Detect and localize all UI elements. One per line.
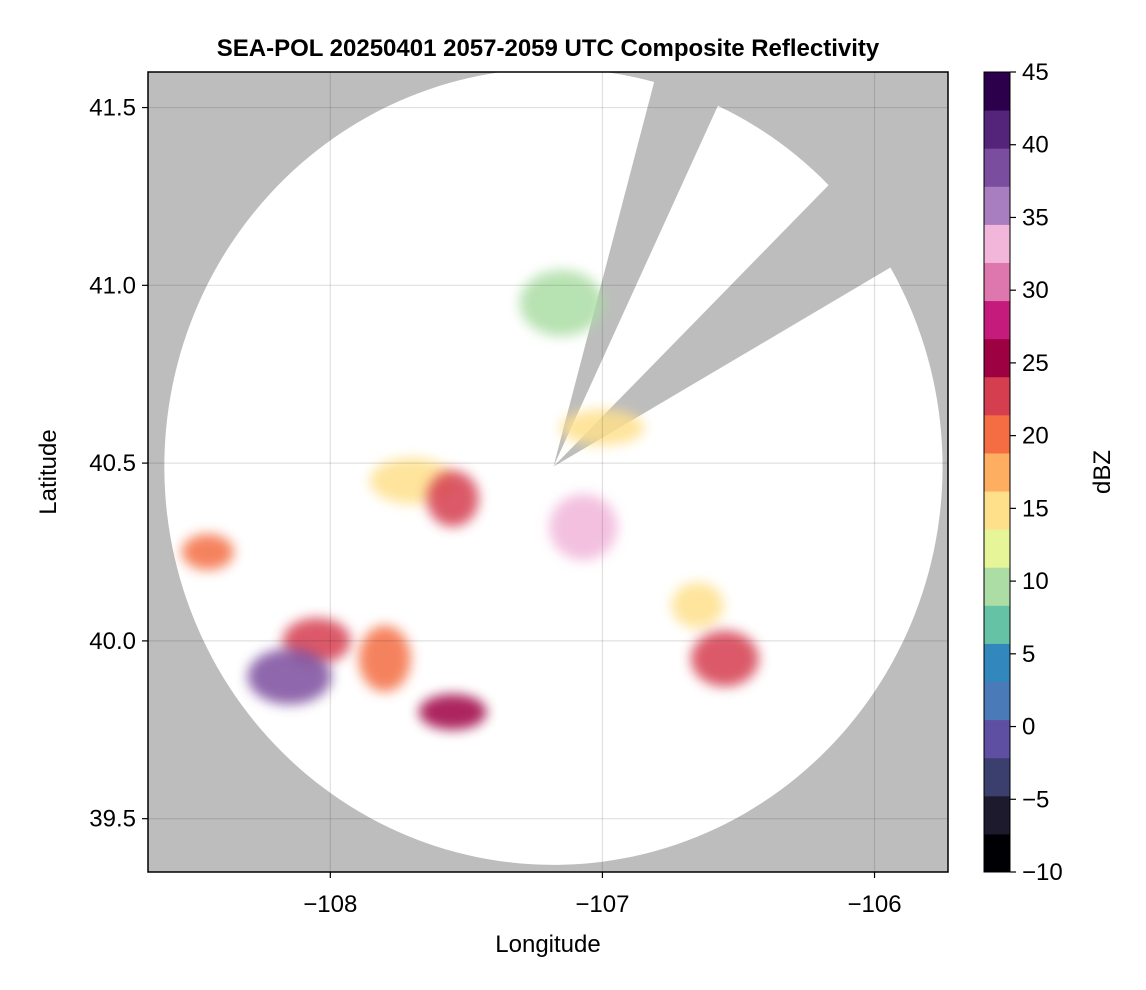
colorbar-tick-label: 35	[1022, 204, 1049, 231]
plot-area: −108 −107 −106 39.5 40.0 40.5 41.0 41.5	[89, 71, 949, 918]
chart-title: SEA-POL 20250401 2057-2059 UTC Composite…	[217, 35, 880, 62]
y-tick-label: 40.5	[89, 450, 136, 477]
colorbar-tick-label: 40	[1022, 132, 1049, 159]
colorbar-band	[984, 338, 1010, 378]
colorbar-band	[984, 110, 1010, 149]
colorbar-tick-label: 10	[1022, 568, 1049, 595]
grid-lines	[148, 72, 948, 872]
colorbar-band	[984, 186, 1010, 225]
colorbar-tick-label: 0	[1022, 714, 1035, 741]
y-axis-label: Latitude	[35, 429, 62, 514]
y-axis-ticks: 39.5 40.0 40.5 41.0 41.5	[89, 95, 148, 833]
colorbar-band	[984, 833, 1010, 873]
colorbar-band	[984, 567, 1010, 606]
x-tick-label: −106	[847, 891, 901, 918]
colorbar-band	[984, 376, 1010, 416]
echo-region	[690, 630, 759, 687]
colorbar-band	[984, 757, 1010, 797]
colorbar-tick-label: 45	[1022, 59, 1049, 86]
colorbar-ticks: −10 −5 0 5 10 15 20 25 30 35 40 45	[1010, 59, 1063, 886]
colorbar-band	[984, 795, 1010, 835]
colorbar-bands	[984, 72, 1010, 873]
colorbar-tick-label: 20	[1022, 423, 1049, 450]
echo-region	[418, 694, 487, 730]
colorbar-band	[984, 262, 1010, 302]
colorbar-tick-label: 30	[1022, 277, 1049, 304]
colorbar-band	[984, 224, 1010, 263]
colorbar-band	[984, 681, 1010, 721]
colorbar-tick-label: 25	[1022, 350, 1049, 377]
echo-region	[181, 534, 234, 570]
echo-region	[247, 648, 332, 705]
y-tick-label: 39.5	[89, 806, 136, 833]
colorbar-tick-label: 5	[1022, 641, 1035, 668]
y-tick-label: 41.0	[89, 272, 136, 299]
colorbar-band	[984, 605, 1010, 644]
y-tick-label: 40.0	[89, 628, 136, 655]
colorbar-band	[984, 529, 1010, 568]
colorbar-band	[984, 414, 1010, 454]
colorbar-tick-label: 15	[1022, 495, 1049, 522]
colorbar-band	[984, 719, 1010, 759]
echo-region	[426, 470, 479, 527]
echo-region	[549, 494, 618, 561]
echo-layer	[181, 270, 759, 730]
colorbar-band	[984, 643, 1010, 683]
x-tick-label: −108	[303, 891, 357, 918]
colorbar-label: dBZ	[1089, 450, 1116, 494]
echo-region	[519, 270, 604, 337]
colorbar-band	[984, 300, 1010, 340]
x-axis-ticks: −108 −107 −106	[303, 872, 902, 918]
colorbar-band	[984, 148, 1010, 187]
echo-region	[560, 409, 645, 446]
colorbar-tick-label: −5	[1022, 786, 1049, 813]
colorbar-band	[984, 491, 1010, 530]
x-axis-label: Longitude	[495, 931, 600, 958]
echo-region	[671, 582, 724, 629]
colorbar-frame	[983, 71, 1011, 873]
echo-region	[358, 625, 411, 692]
x-tick-label: −107	[575, 891, 629, 918]
colorbar-band	[984, 452, 1010, 492]
colorbar-tick-label: −10	[1022, 859, 1063, 886]
y-tick-label: 41.5	[89, 95, 136, 122]
plot-frame	[147, 71, 949, 873]
colorbar-band	[984, 72, 1010, 111]
colorbar: −10 −5 0 5 10 15 20 25 30 35 40 45 dBZ	[983, 59, 1116, 886]
radar-coverage-area	[164, 72, 943, 865]
